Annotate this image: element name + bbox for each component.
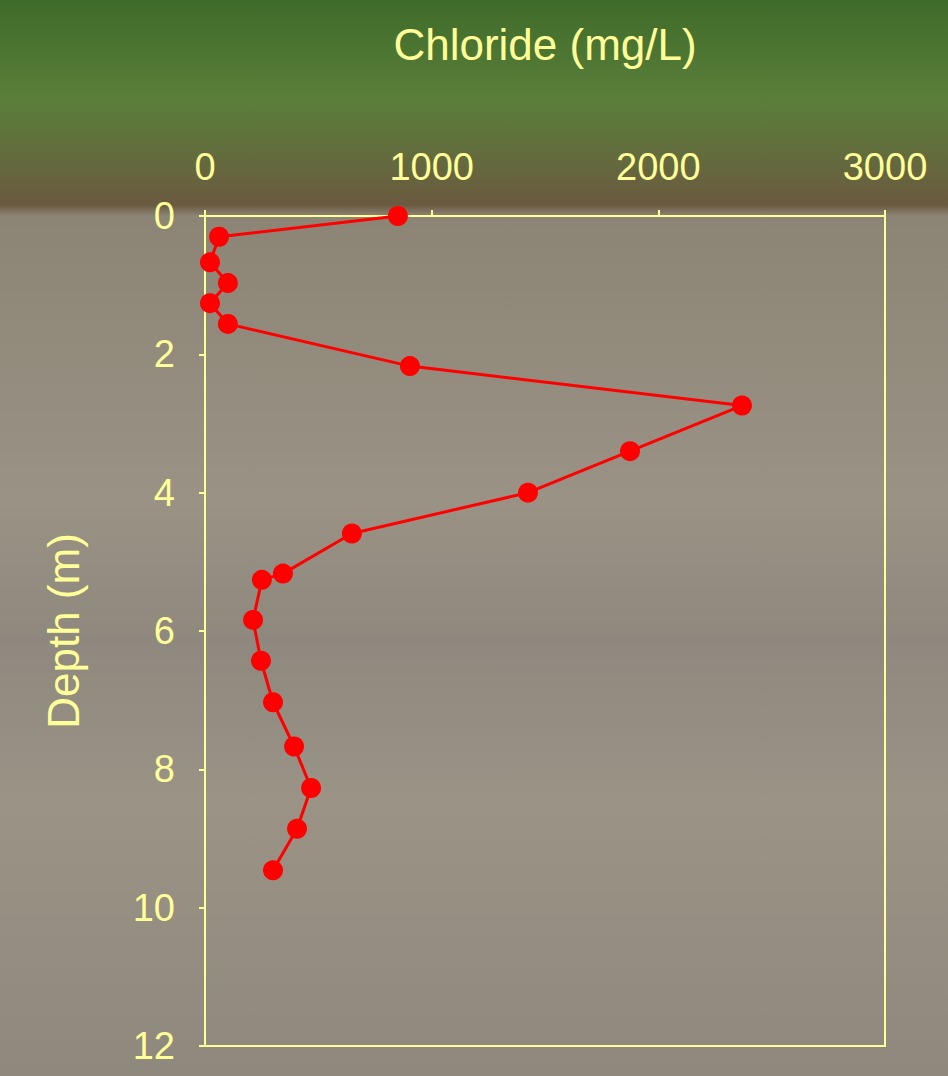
svg-text:4: 4 [154,472,175,514]
svg-text:0: 0 [154,195,175,237]
svg-text:2: 2 [154,333,175,375]
svg-text:Depth (m): Depth (m) [39,533,88,729]
svg-text:12: 12 [133,1025,175,1067]
svg-text:3000: 3000 [843,146,928,188]
svg-text:6: 6 [154,610,175,652]
svg-text:10: 10 [133,887,175,929]
svg-text:0: 0 [194,146,215,188]
svg-text:2000: 2000 [616,146,701,188]
svg-text:1000: 1000 [389,146,474,188]
svg-text:8: 8 [154,748,175,790]
svg-text:Chloride (mg/L): Chloride (mg/L) [393,20,696,69]
